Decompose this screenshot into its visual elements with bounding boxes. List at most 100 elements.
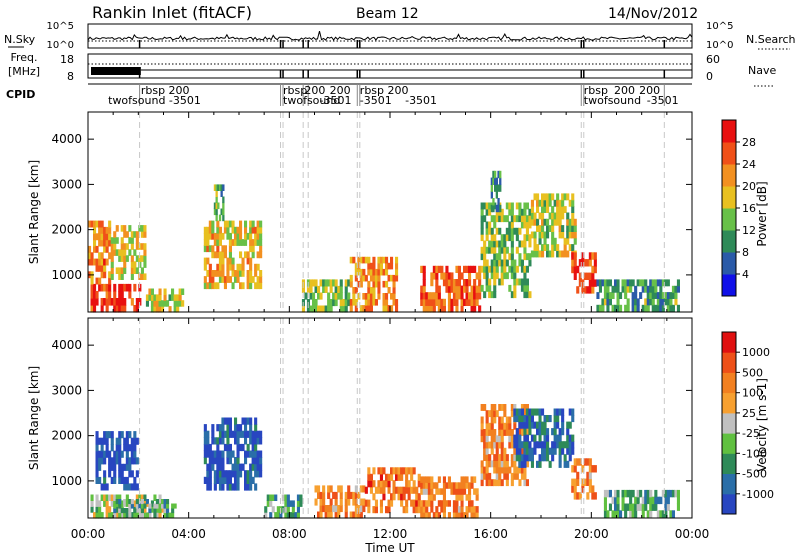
echo-cell-8-10-10 <box>505 416 509 424</box>
echo-cell-2-20-1 <box>163 508 167 514</box>
echo-cell-11-1-5 <box>533 218 537 226</box>
nave-tick-top: 60 <box>706 53 720 66</box>
echo-cell-6-4-1 <box>374 499 378 507</box>
echo-cell-8-4-1 <box>430 298 434 306</box>
echo-cell-9-6-2 <box>528 447 532 455</box>
echo-cell-7-12-5 <box>450 482 454 489</box>
echo-cell-1-27-0 <box>155 512 159 519</box>
echo-cell-9-11-2 <box>541 447 545 455</box>
echo-cell-2-14-1 <box>148 508 152 514</box>
echo-cell-9-12-5 <box>543 428 547 436</box>
echo-cell-9-14-10 <box>515 227 519 235</box>
echo-cell-4-21-1 <box>256 276 260 283</box>
echo-cell-4-10-6 <box>228 245 232 253</box>
echo-cell-3-5-1 <box>216 476 220 484</box>
echo-cell-9-12-10 <box>510 227 514 235</box>
echo-cell-9-5-8 <box>525 408 529 416</box>
echo-cell-4-5-8 <box>216 232 220 240</box>
echo-cell-2-12-0 <box>140 273 144 280</box>
echo-cell-11-4-0 <box>541 250 545 258</box>
echo-cell-7-2-7 <box>354 262 358 270</box>
echo-cell-4-19-5 <box>251 251 255 259</box>
echo-cell-7-14-5 <box>455 482 459 489</box>
echo-cell-3-9-2 <box>168 294 172 301</box>
echo-cell-13-0-4 <box>596 279 600 287</box>
echo-cell-10-7-3 <box>588 471 592 480</box>
echo-cell-3-16-5 <box>244 450 248 458</box>
echo-cell-5-6-4 <box>329 485 333 493</box>
cpid-label-1: twofsound -3501 <box>108 94 201 107</box>
echo-cell-7-11-2 <box>377 293 381 300</box>
echo-cell-6-15-6 <box>402 467 406 475</box>
echo-cell-4-2-6 <box>208 245 212 253</box>
echo-cell-2-9-2 <box>135 503 139 509</box>
echo-cell-1-3-0 <box>95 512 99 519</box>
echo-cell-9-14-2 <box>548 447 552 455</box>
echo-cell-2-6-0 <box>128 512 132 518</box>
echo-cell-4-17-8 <box>246 232 250 240</box>
echo-cell-6-15-1 <box>339 299 343 307</box>
echo-cell-0-8-4 <box>115 457 119 465</box>
echo-cell-9-4-5 <box>523 428 527 436</box>
echo-cell-9-9-0 <box>536 460 540 468</box>
echo-cell-7-15-1 <box>457 506 461 513</box>
echo-cell-10-4-3 <box>497 184 500 192</box>
echo-cell-11-13-1 <box>563 244 567 251</box>
echo-cell-7-18-1 <box>465 506 469 513</box>
echo-cell-8-15-8 <box>518 429 522 436</box>
echo-cell-11-18-0 <box>649 510 653 518</box>
echo-cell-8-8-2 <box>500 466 504 474</box>
echo-cell-6-10-2 <box>390 493 394 501</box>
echo-cell-4-9-1 <box>286 506 290 513</box>
echo-cell-9-7-10 <box>498 227 502 235</box>
echo-cell-9-4-9 <box>490 234 494 242</box>
echo-cell-7-7-7 <box>367 262 371 270</box>
echo-cell-4-21-7 <box>256 239 260 246</box>
echo-cell-1-0-4 <box>88 252 92 260</box>
echo-cell-9-18-12 <box>525 215 529 223</box>
echo-cell-11-4-8 <box>541 199 545 207</box>
echo-cell-8-13-5 <box>513 447 517 455</box>
echo-cell-11-10-5 <box>556 218 560 226</box>
echo-cell-12-8-0 <box>591 286 595 294</box>
echo-cell-10-3-5 <box>578 458 582 466</box>
echo-cell-7-9-4 <box>372 280 376 288</box>
echo-cell-6-1-6 <box>367 467 371 475</box>
echo-cell-0-1-1 <box>90 298 94 306</box>
echo-cell-6-8-0 <box>385 506 389 514</box>
date-title: 14/Nov/2012 <box>608 6 698 22</box>
echo-cell-9-2-7 <box>485 246 489 254</box>
echo-cell-8-13-1 <box>513 472 517 480</box>
echo-cell-9-9-8 <box>503 240 507 248</box>
echo-cell-2-3-4 <box>118 249 122 256</box>
echo-cell-6-11-4 <box>392 480 396 488</box>
echo-cell-1-5-0 <box>100 512 104 519</box>
echo-cell-8-2-3 <box>485 460 489 468</box>
echo-cell-10-1-4 <box>492 177 495 185</box>
xtick-label-3: 12:00 <box>373 527 408 541</box>
echo-cell-4-18-6 <box>249 245 253 253</box>
echo-cell-3-17-5 <box>246 450 250 458</box>
echo-cell-3-6-8 <box>218 430 222 438</box>
echo-cell-8-11-8 <box>508 429 512 436</box>
echo-cell-0-0-2 <box>95 470 99 478</box>
cpid-label-2: rbsp <box>283 84 307 97</box>
echo-cell-5-5-1 <box>222 208 225 216</box>
echo-cell-7-5-5 <box>432 482 436 489</box>
echo-cell-2-8-2 <box>130 261 134 268</box>
echo-cell-6-14-2 <box>337 292 341 300</box>
echo-cell-7-14-8 <box>385 256 389 264</box>
echo-cell-13-18-0 <box>641 304 645 312</box>
echo-cell-9-19-8 <box>528 240 532 248</box>
echo-cell-9-12-12 <box>510 215 514 223</box>
echo-cell-11-8-4 <box>551 225 555 232</box>
echo-cell-0-14-0 <box>130 483 134 491</box>
echo-cell-0-4-5 <box>105 450 109 458</box>
echo-cell-1-18-0 <box>133 512 137 519</box>
echo-cell-11-4-3 <box>541 231 545 239</box>
echo-cell-4-1-6 <box>206 245 210 253</box>
echo-cell-8-8-3 <box>500 460 504 468</box>
echo-cell-11-13-2 <box>636 496 640 505</box>
echo-cell-7-14-3 <box>455 494 459 501</box>
